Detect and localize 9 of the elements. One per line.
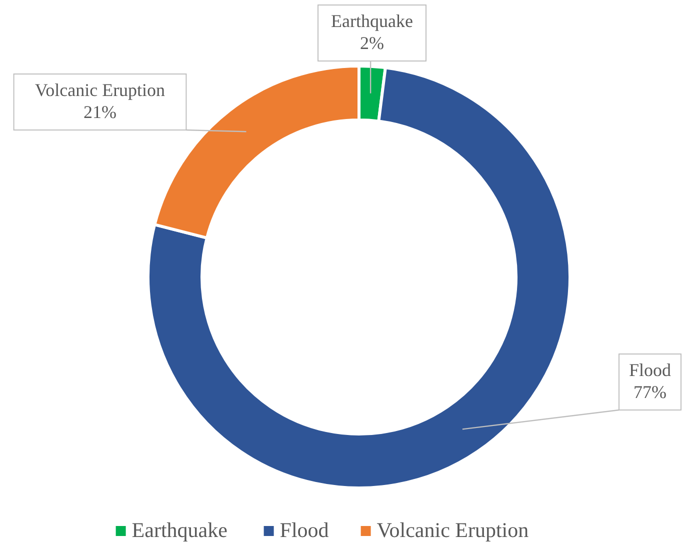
slice-label: Earthquake — [331, 11, 413, 31]
slice-label: Volcanic Eruption — [34, 80, 166, 100]
legend-label: Volcanic Eruption — [376, 518, 530, 542]
slice-label: Flood — [628, 360, 672, 380]
legend-label: Earthquake — [132, 518, 228, 542]
data-label: 2% — [360, 33, 384, 53]
data-label: 21% — [84, 102, 116, 122]
data-label: 77% — [634, 382, 666, 402]
legend-label: Flood — [280, 518, 330, 542]
